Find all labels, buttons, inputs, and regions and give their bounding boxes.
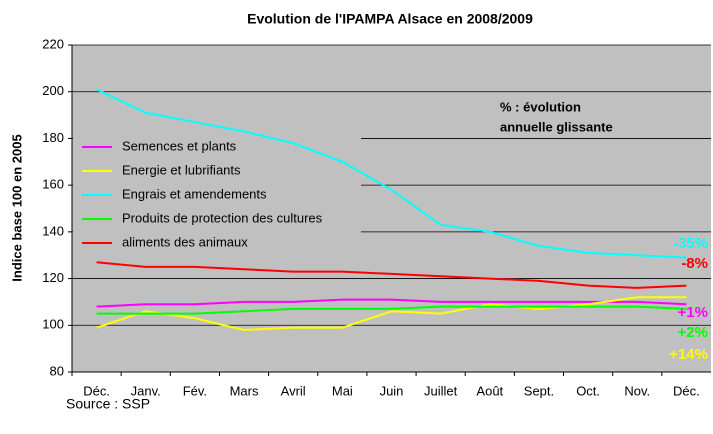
legend-label: Energie et lubrifiants bbox=[122, 162, 241, 177]
series-line bbox=[96, 305, 687, 315]
y-tick-label: 140 bbox=[42, 223, 64, 238]
x-tick-label: Sept. bbox=[524, 383, 554, 398]
y-tick-label: 80 bbox=[50, 363, 64, 378]
x-tick-label: Fév. bbox=[183, 383, 207, 398]
x-tick-label: Oct. bbox=[576, 383, 600, 398]
y-tick-label: 160 bbox=[42, 177, 64, 192]
x-tick-label: Mai bbox=[332, 383, 353, 398]
change-label: +14% bbox=[669, 346, 708, 363]
chart-title: Evolution de l'IPAMPA Alsace en 2008/200… bbox=[247, 11, 533, 27]
series-line bbox=[96, 88, 687, 259]
x-tick-label: Avril bbox=[281, 383, 306, 398]
x-tick-label: Juillet bbox=[424, 383, 458, 398]
y-axis-label: Indice base 100 en 2005 bbox=[9, 134, 24, 281]
x-tick-label: Mars bbox=[230, 383, 259, 398]
y-tick-label: 100 bbox=[42, 317, 64, 332]
y-tick-label: 120 bbox=[42, 270, 64, 285]
y-tick-label: 200 bbox=[42, 83, 64, 98]
series-line bbox=[96, 296, 687, 331]
series-line bbox=[96, 298, 687, 308]
series-line bbox=[96, 261, 687, 289]
change-label: +2% bbox=[678, 324, 708, 341]
x-tick-label: Déc. bbox=[83, 383, 110, 398]
y-tick-label: 180 bbox=[42, 130, 64, 145]
x-tick-label: Janv. bbox=[131, 383, 161, 398]
legend-label: aliments des animaux bbox=[122, 234, 248, 249]
change-label: -8% bbox=[681, 255, 708, 272]
annotation: annuelle glissante bbox=[500, 119, 613, 134]
change-label: -35% bbox=[673, 235, 708, 252]
y-tick-label: 220 bbox=[42, 36, 64, 51]
legend-label: Produits de protection des cultures bbox=[122, 210, 323, 225]
change-label: +1% bbox=[678, 304, 708, 321]
source: Source : SSP bbox=[66, 396, 150, 412]
x-tick-label: Nov. bbox=[624, 383, 650, 398]
annotation: % : évolution bbox=[500, 99, 581, 114]
x-tick-label: Juin bbox=[380, 383, 404, 398]
x-tick-label: Déc. bbox=[673, 383, 700, 398]
x-tick-label: Août bbox=[476, 383, 503, 398]
legend-label: Engrais et amendements bbox=[122, 186, 267, 201]
legend-label: Semences et plants bbox=[122, 138, 237, 153]
